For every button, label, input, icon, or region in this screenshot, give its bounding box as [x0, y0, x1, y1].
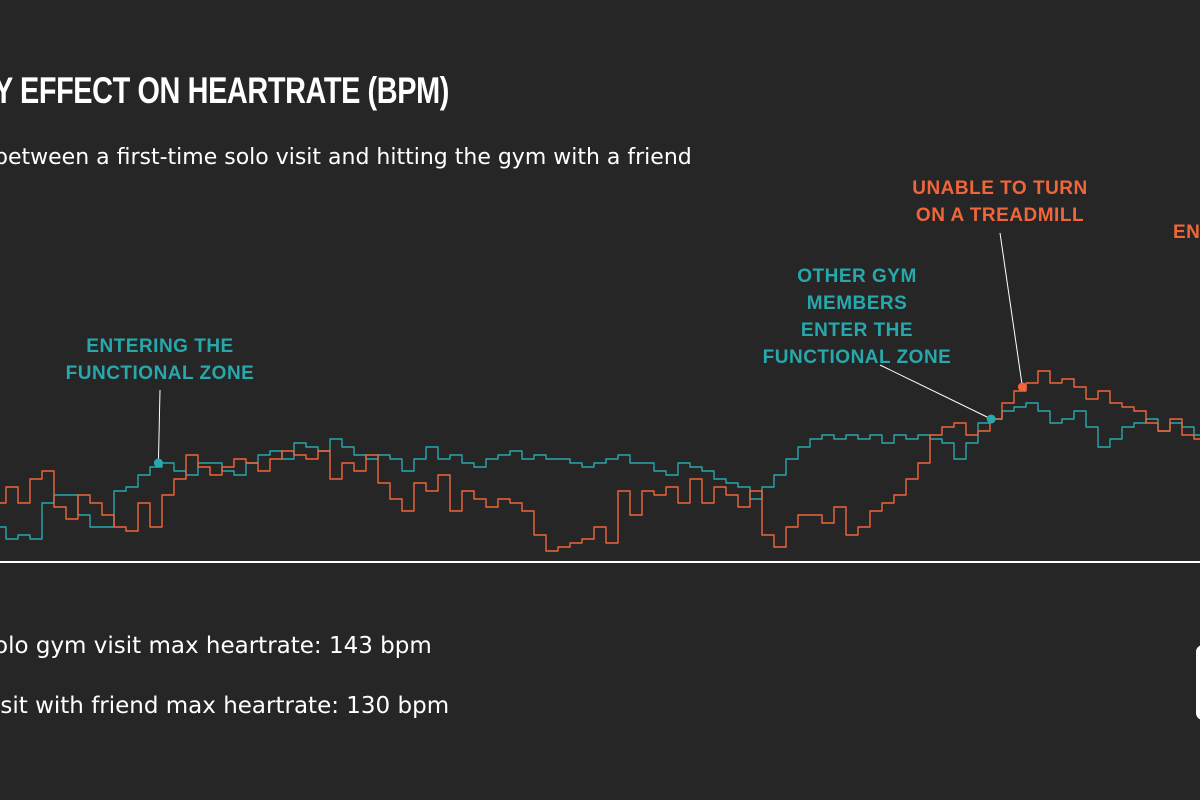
partial-logo-mark: [1196, 645, 1200, 720]
annotation-label-line: FUNCTIONAL ZONE: [763, 347, 952, 368]
series-layer: [0, 370, 1200, 552]
annotation-marker: [986, 414, 996, 424]
annotation-marker: [153, 458, 163, 468]
series-line-solo: [0, 370, 1200, 552]
annotation-label-line: ENTERING THE: [86, 336, 233, 357]
friend-max-heartrate-stat: isit with friend max heartrate: 130 bpm: [0, 693, 450, 719]
annotation-label-line: FUNCTIONAL ZONE: [66, 363, 255, 384]
solo-max-heartrate-stat: olo gym visit max heartrate: 143 bpm: [0, 633, 432, 659]
annotation-leader-line: [999, 232, 1023, 388]
annotation-label-line: ENTER THE: [801, 320, 913, 341]
annotation-label-line: OTHER GYM: [797, 266, 917, 287]
chart-title: Y EFFECT ON HEARTRATE (BPM): [0, 70, 449, 111]
annotation-label-line: UNABLE TO TURN: [912, 178, 1088, 199]
annotation-label-line: EN: [1173, 222, 1200, 243]
annotation-leader-line: [879, 364, 992, 420]
annotation-marker: [1017, 382, 1027, 392]
annotation-layer: ENTERING THE FUNCTIONAL ZONE OTHER GYM MEMB…: [66, 178, 1200, 468]
chart-subtitle: between a first-time solo visit and hitt…: [0, 145, 692, 170]
annotation-label-line: ON A TREADMILL: [916, 205, 1084, 226]
series-line-friend: [0, 402, 1200, 540]
annotation-label-line: MEMBERS: [807, 293, 908, 314]
annotation-leader-line: [157, 389, 161, 464]
